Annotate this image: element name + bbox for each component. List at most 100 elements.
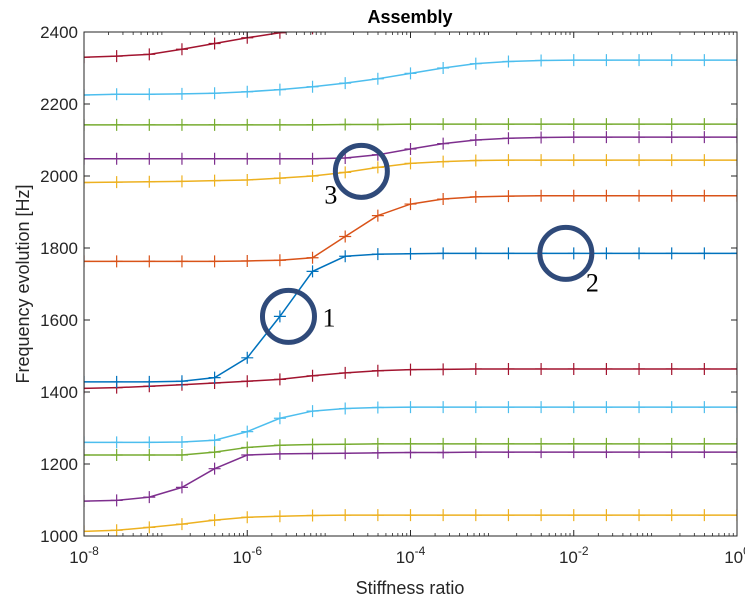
series-marker (666, 7, 678, 19)
series-line-6 (84, 252, 737, 383)
series-marker (698, 247, 711, 260)
series-marker (273, 32, 286, 39)
series-line-12 (84, 32, 292, 58)
series-marker (437, 401, 450, 414)
series-marker (241, 254, 254, 267)
series-marker (110, 449, 123, 461)
series-marker (84, 382, 90, 395)
series-marker (567, 401, 580, 414)
series-marker (469, 362, 482, 375)
series-marker (698, 131, 711, 144)
series-marker (110, 436, 123, 449)
series-marker (175, 481, 188, 494)
series-marker (567, 118, 580, 131)
series-marker (84, 375, 90, 388)
series-marker (731, 7, 743, 19)
series-marker (306, 251, 319, 264)
series-marker (339, 250, 352, 263)
series-marker (698, 401, 711, 414)
series-marker (208, 446, 221, 459)
series-marker (600, 189, 613, 202)
series-marker (633, 362, 646, 375)
series-marker (143, 436, 156, 449)
series-marker (567, 362, 580, 375)
series-marker (404, 157, 417, 170)
series-marker (143, 88, 156, 101)
series-marker (567, 154, 580, 167)
series-marker (84, 449, 90, 461)
series-marker (633, 189, 646, 202)
series-marker (339, 166, 352, 179)
series-marker (110, 50, 123, 63)
series-marker (633, 154, 646, 167)
series-marker (567, 131, 580, 144)
series-marker (404, 437, 417, 450)
series-marker (731, 509, 737, 522)
series-marker (143, 521, 156, 534)
series-marker (273, 412, 286, 425)
series-marker (404, 247, 417, 260)
series-marker (273, 172, 286, 185)
series-marker (633, 118, 646, 131)
series-marker (600, 118, 613, 131)
series-marker (339, 509, 352, 522)
series-marker (273, 439, 286, 452)
series-marker (208, 152, 221, 165)
series-marker (143, 48, 156, 61)
series-marker (698, 509, 711, 522)
series-marker (535, 509, 548, 522)
series-marker (502, 132, 515, 145)
series-marker (469, 247, 482, 260)
series-marker (731, 54, 737, 67)
series-marker (731, 189, 737, 202)
series-marker (306, 118, 319, 131)
series-marker (665, 247, 678, 260)
series-marker (208, 462, 221, 475)
series-marker (306, 438, 319, 451)
series-marker (110, 152, 123, 165)
series-marker (339, 118, 352, 131)
series-marker (143, 491, 156, 504)
series-marker (175, 449, 188, 461)
series-marker (469, 57, 482, 70)
series-marker (339, 366, 352, 379)
series-marker (698, 154, 711, 167)
series-marker (241, 351, 254, 364)
y-tick-label: 1600 (40, 311, 78, 330)
series-marker (665, 118, 678, 131)
series-marker (600, 54, 613, 67)
series-marker (110, 88, 123, 101)
series-marker (110, 176, 123, 189)
series-marker (273, 83, 286, 96)
series-marker (84, 152, 90, 165)
series-marker (241, 173, 254, 186)
series-marker (731, 437, 737, 450)
series-marker (404, 198, 417, 211)
series-marker (241, 511, 254, 524)
y-tick-label: 2000 (40, 167, 78, 186)
series-marker (404, 363, 417, 376)
series-marker (665, 437, 678, 450)
series-marker (241, 85, 254, 98)
series-marker (339, 438, 352, 451)
chart-title: Assembly (367, 7, 452, 27)
series-marker (273, 510, 286, 523)
annotation-circle-2 (537, 224, 595, 282)
series-marker (633, 401, 646, 414)
series-marker (731, 118, 737, 131)
series-marker (502, 362, 515, 375)
series-marker (600, 131, 613, 144)
series-marker (175, 518, 188, 531)
series-marker (535, 362, 548, 375)
series-marker (437, 437, 450, 450)
series-marker (600, 7, 612, 19)
series-marker (568, 7, 580, 19)
series-marker (567, 54, 580, 67)
series-marker (84, 525, 90, 536)
series-marker (698, 437, 711, 450)
series-marker (208, 434, 221, 447)
series-marker (698, 189, 711, 202)
series-marker (633, 247, 646, 260)
series-marker (698, 362, 711, 375)
